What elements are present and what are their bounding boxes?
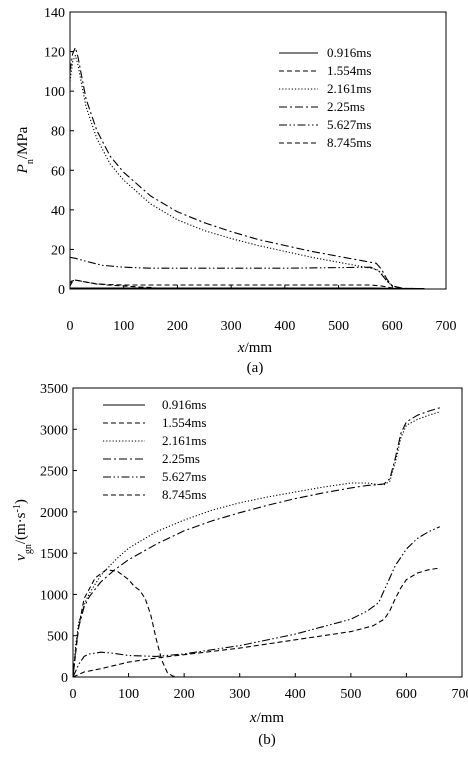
y-tick-label-b-5: 2500 <box>40 465 68 480</box>
caption-a: (a) <box>247 360 264 376</box>
x-tick-label-a-2: 200 <box>167 319 188 334</box>
y-tick-label-b-1: 500 <box>47 630 68 645</box>
legend-label-b-1: 1.554ms <box>162 415 206 430</box>
x-tick-label-b-0: 0 <box>70 687 77 702</box>
series-line-a-2.161ms <box>69 54 425 290</box>
y-axis-title-a: Pn/MPa <box>15 126 36 174</box>
x-tick-label-b-6: 600 <box>396 687 417 702</box>
legend-label-a-4: 5.627ms <box>327 117 371 132</box>
x-tick-label-a-3: 300 <box>221 319 242 334</box>
y-tick-label-a-0: 0 <box>58 283 65 298</box>
legend-label-b-5: 8.745ms <box>162 487 206 502</box>
series-line-b-1.554ms <box>72 569 185 678</box>
y-tick-label-a-1: 20 <box>51 243 65 258</box>
y-tick-label-b-6: 3000 <box>40 423 68 438</box>
x-tick-label-a-1: 100 <box>113 319 134 334</box>
chart-a-pressure: 0 100 200 300 400 500 600 700 0 20 40 60 80 100 120 140… <box>15 6 457 376</box>
y-tick-label-a-6: 120 <box>44 46 65 61</box>
series-line-a-1.554ms <box>69 279 425 290</box>
y-tick-label-a-7: 140 <box>44 6 65 21</box>
chart-b-velocity: 0 100 200 300 400 500 600 700 0 500 1000 1500 2000 25… <box>12 382 468 748</box>
legend-label-b-3: 2.25ms <box>162 451 200 466</box>
series-line-a-5.627ms <box>69 256 425 290</box>
legend-label-a-3: 2.25ms <box>327 99 365 114</box>
x-tick-label-b-4: 400 <box>285 687 306 702</box>
legend-label-b-4: 5.627ms <box>162 469 206 484</box>
legend-label-a-0: 0.916ms <box>327 45 371 60</box>
plot-frame-a <box>69 11 447 290</box>
x-tick-label-b-2: 200 <box>174 687 195 702</box>
y-tick-label-a-3: 60 <box>51 164 65 179</box>
x-tick-label-a-5: 500 <box>328 319 349 334</box>
legend-label-b-0: 0.916ms <box>162 397 206 412</box>
legend-label-a-2: 2.161ms <box>327 81 371 96</box>
x-tick-label-a-4: 400 <box>274 319 295 334</box>
series-line-b-2.25ms <box>72 407 440 678</box>
x-tick-label-a-7: 700 <box>436 319 457 334</box>
x-tick-label-a-6: 600 <box>382 319 403 334</box>
legend-label-a-1: 1.554ms <box>327 63 371 78</box>
x-tick-label-b-3: 300 <box>229 687 250 702</box>
y-tick-label-b-2: 1000 <box>40 588 68 603</box>
x-tick-label-b-5: 500 <box>340 687 361 702</box>
legend-label-a-5: 8.745ms <box>327 135 371 150</box>
x-tick-label-b-1: 100 <box>118 687 139 702</box>
y-tick-label-a-4: 80 <box>51 125 65 140</box>
series-line-a-2.25ms <box>69 47 425 290</box>
legend-label-b-2: 2.161ms <box>162 433 206 448</box>
y-tick-label-b-0: 0 <box>61 671 68 686</box>
series-line-b-5.627ms <box>72 526 441 678</box>
series-line-a-8.745ms <box>69 279 425 290</box>
y-tick-label-b-3: 1500 <box>40 547 68 562</box>
x-tick-label-a-0: 0 <box>67 319 74 334</box>
x-axis-title-a: x/mm <box>237 340 273 356</box>
y-axis-title-b: vgn/(m·s-1) <box>12 499 34 561</box>
caption-b: (b) <box>258 732 276 748</box>
y-tick-label-b-4: 2000 <box>40 506 68 521</box>
x-axis-title-b: x/mm <box>249 710 285 726</box>
plot-frame-b <box>72 387 463 678</box>
series-line-b-8.745ms <box>72 567 440 678</box>
y-tick-label-a-2: 40 <box>51 204 65 219</box>
y-tick-label-a-5: 100 <box>44 85 65 100</box>
y-tick-label-b-7: 3500 <box>40 382 68 397</box>
series-line-b-2.161ms <box>72 411 440 678</box>
x-tick-label-b-7: 700 <box>452 687 468 702</box>
